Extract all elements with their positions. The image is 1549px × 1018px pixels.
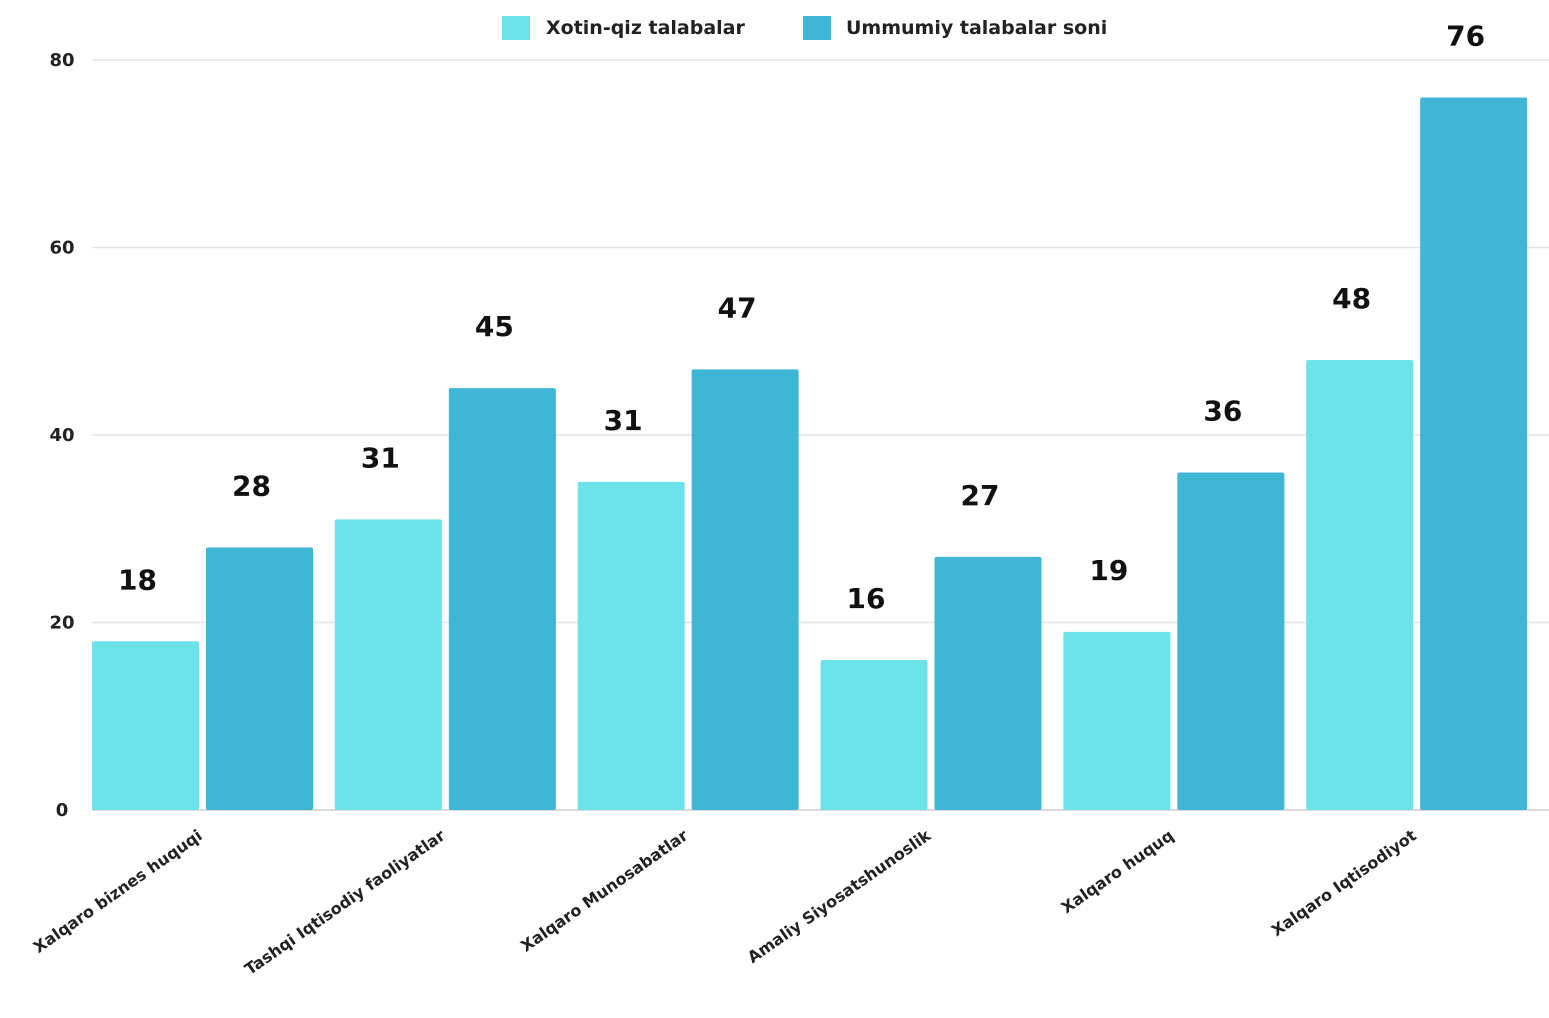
bar-women-3 xyxy=(577,481,685,810)
y-tick-label: 80 xyxy=(49,50,74,71)
legend: Xotin-qiz talabalar Ummumiy talabalar so… xyxy=(502,16,1107,40)
value-label-total-1: 28 xyxy=(232,470,271,503)
y-tick-label: 60 xyxy=(49,238,74,259)
x-category-label-6: Xalqaro Iqtisodiyot xyxy=(1268,826,1420,941)
y-tick-label: 0 xyxy=(56,800,69,821)
x-category-label-3: Xalqaro Munosabatlar xyxy=(517,826,691,956)
value-label-total-3: 47 xyxy=(718,291,757,324)
bar-women-4 xyxy=(820,660,928,810)
legend-label-total: Ummumiy talabalar soni xyxy=(846,17,1107,39)
data-labels: 18 28 31 45 31 47 16 27 19 36 48 76 xyxy=(118,20,1485,616)
y-axis-ticks: 0 20 40 60 80 xyxy=(49,50,74,821)
bar-women-6 xyxy=(1306,360,1414,810)
value-label-total-6: 76 xyxy=(1446,20,1485,53)
x-axis-labels: Xalqaro biznes huquqi Tashqi Iqtisodiy fa… xyxy=(30,826,1420,979)
x-category-label-1: Xalqaro biznes huquqi xyxy=(30,826,206,957)
bar-total-2 xyxy=(448,388,556,810)
bar-women-5 xyxy=(1063,631,1171,810)
value-label-women-3: 31 xyxy=(604,404,643,437)
legend-label-women: Xotin-qiz talabalar xyxy=(546,17,745,39)
value-label-total-4: 27 xyxy=(961,479,1000,512)
bar-total-4 xyxy=(934,556,1042,810)
value-label-women-4: 16 xyxy=(847,582,886,615)
x-category-label-2: Tashqi Iqtisodiy faoliyatlar xyxy=(241,826,448,979)
bar-women-1 xyxy=(92,641,199,810)
x-category-label-4: Amaliy Siyosatshunoslik xyxy=(744,826,935,967)
bar-total-6 xyxy=(1420,97,1528,810)
bar-total-5 xyxy=(1177,472,1285,810)
x-category-label-5: Xalqaro huquq xyxy=(1058,826,1177,918)
bar-women-2 xyxy=(334,519,442,810)
value-label-women-5: 19 xyxy=(1089,554,1128,587)
value-label-women-1: 18 xyxy=(118,563,157,596)
value-label-women-6: 48 xyxy=(1332,282,1371,315)
value-label-total-2: 45 xyxy=(475,310,514,343)
y-tick-label: 40 xyxy=(49,425,74,446)
bars xyxy=(92,97,1528,810)
legend-item-total: Ummumiy talabalar soni xyxy=(803,16,1107,40)
bar-total-3 xyxy=(691,369,799,810)
bar-total-1 xyxy=(206,547,313,810)
legend-swatch-total xyxy=(803,16,831,40)
value-label-total-5: 36 xyxy=(1203,395,1242,428)
y-tick-label: 20 xyxy=(49,613,74,634)
value-label-women-2: 31 xyxy=(361,441,400,474)
legend-item-women: Xotin-qiz talabalar xyxy=(502,16,745,40)
legend-swatch-women xyxy=(502,16,530,40)
